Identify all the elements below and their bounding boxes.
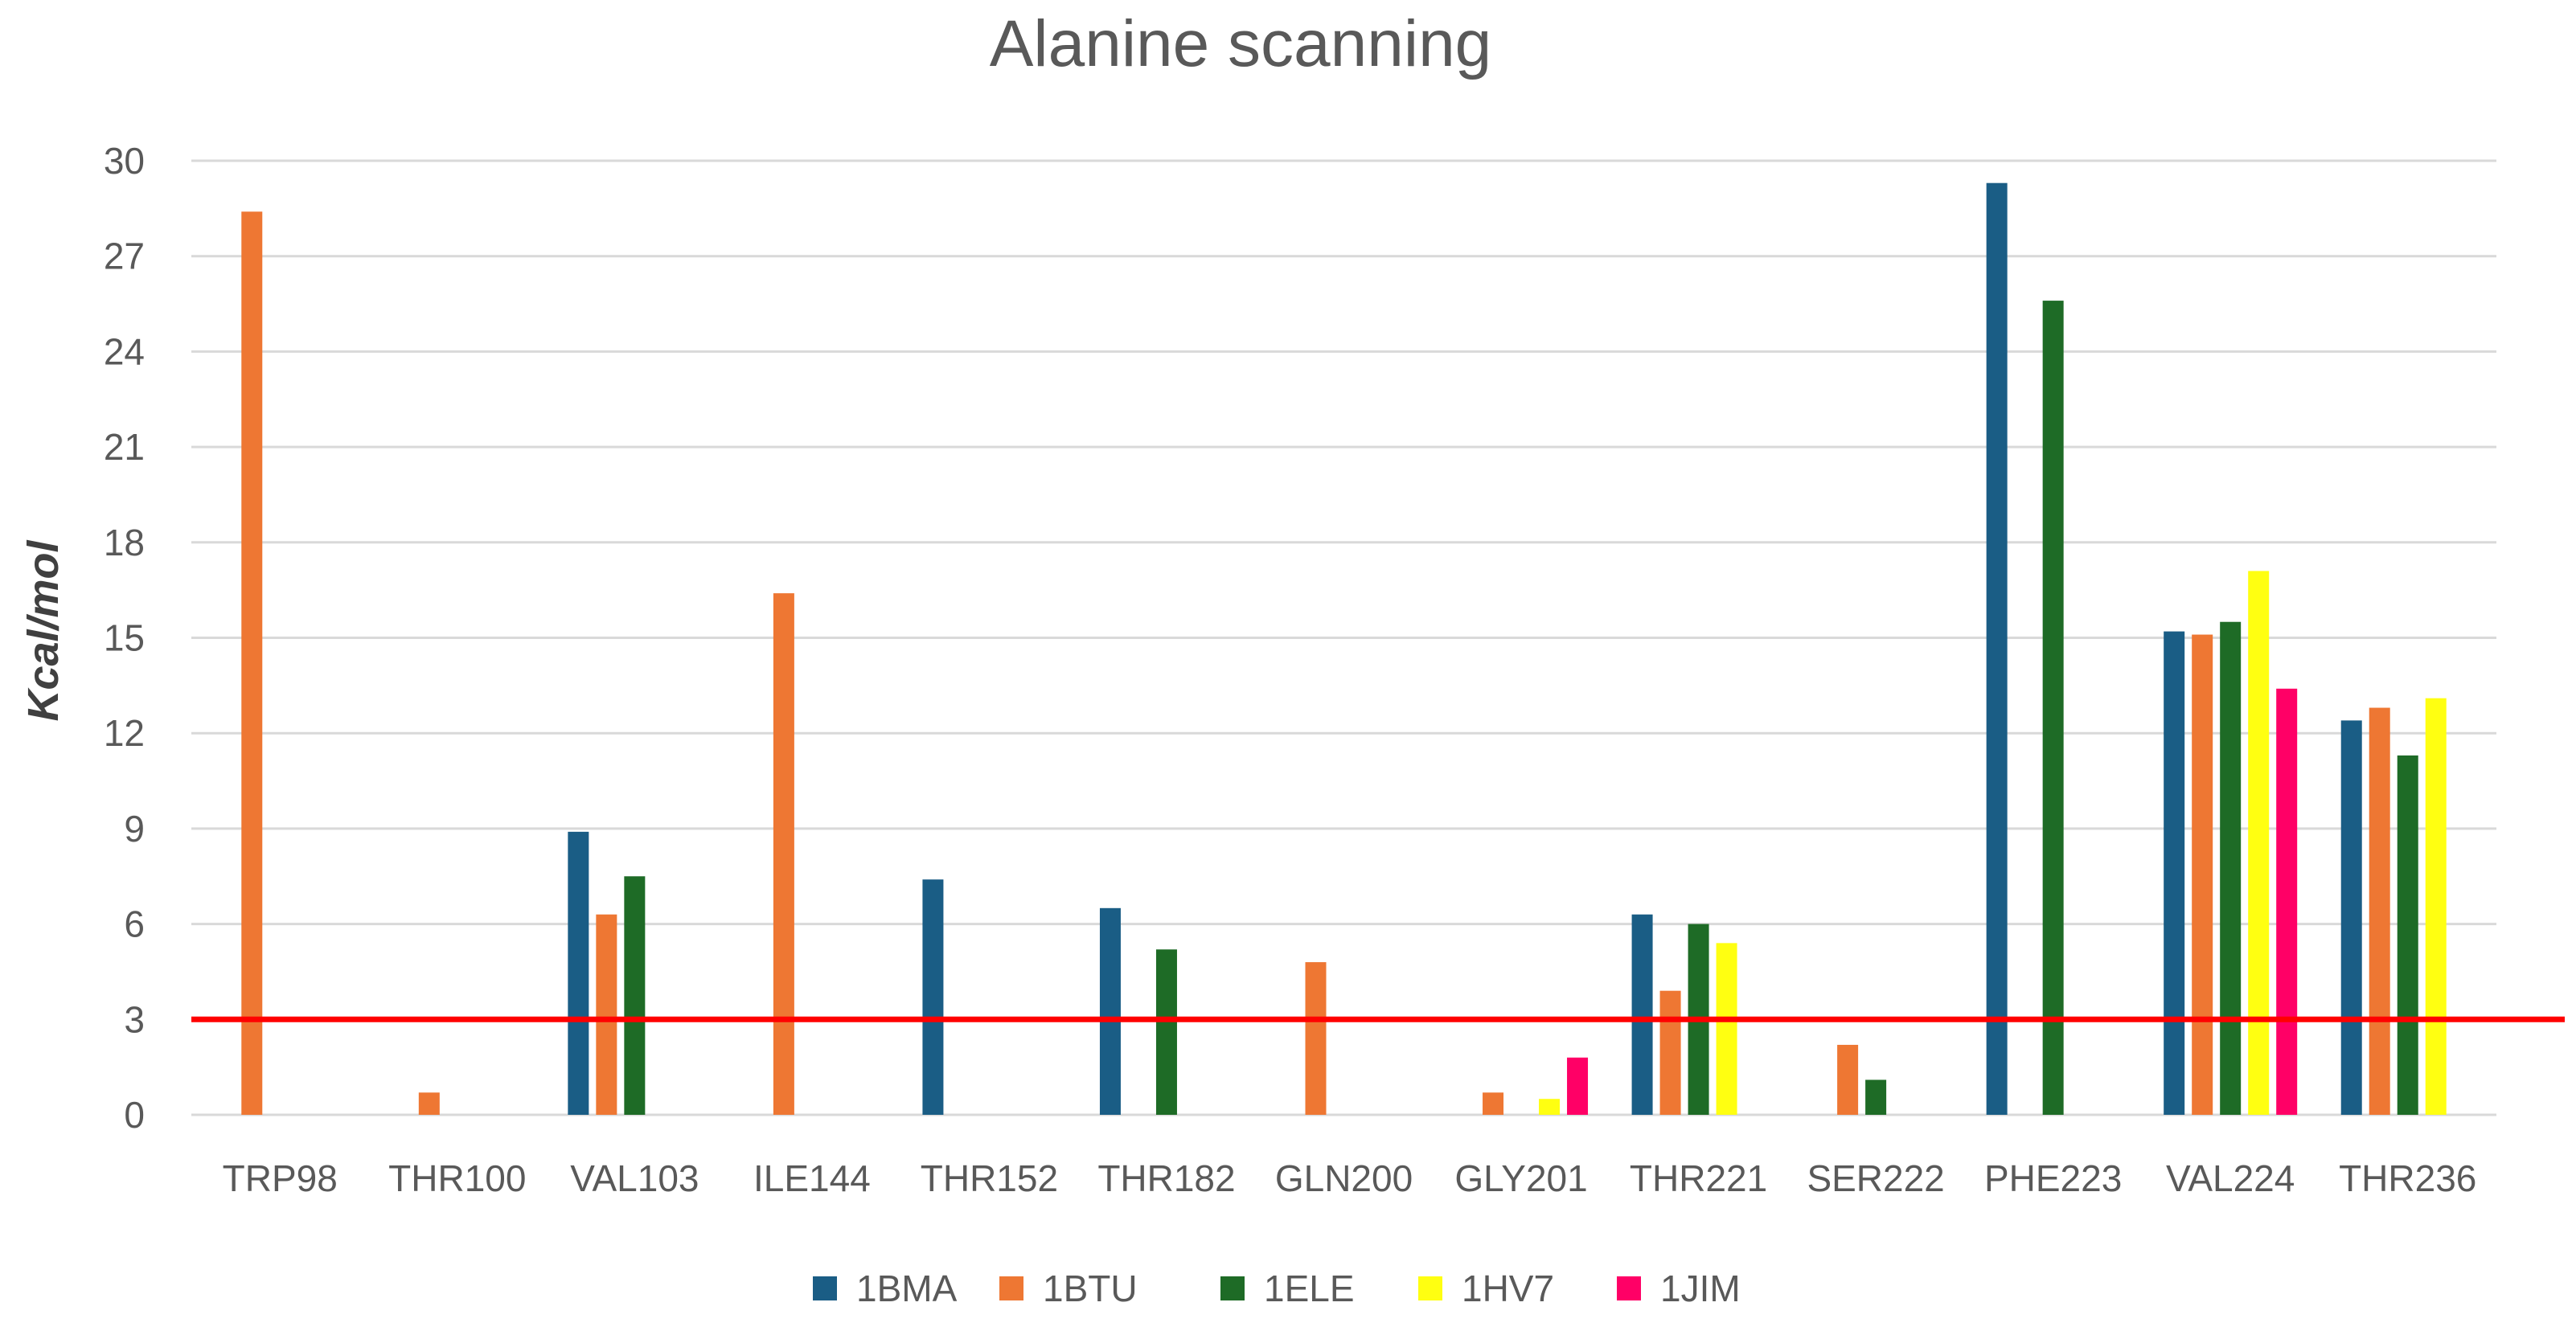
y-tick-label: 0 <box>124 1094 145 1136</box>
bar-1bma-thr182 <box>1099 907 1121 1115</box>
x-tick-label: PHE223 <box>1984 1157 2122 1199</box>
bar-1btu-thr236 <box>2369 707 2390 1115</box>
y-tick-label: 3 <box>124 998 145 1040</box>
x-tick-label: THR182 <box>1097 1157 1235 1199</box>
bar-1bma-thr152 <box>922 879 944 1115</box>
y-tick-label: 18 <box>104 522 145 563</box>
legend-label: 1ELE <box>1264 1268 1355 1309</box>
bar-1ele-ser222 <box>1865 1079 1887 1115</box>
y-tick-label: 24 <box>104 330 145 372</box>
bar-1bma-thr236 <box>2340 720 2362 1115</box>
bar-1ele-thr236 <box>2397 755 2418 1115</box>
x-tick-label: THR100 <box>388 1157 526 1199</box>
y-tick-label: 12 <box>104 712 145 754</box>
legend-swatch-1btu <box>999 1276 1023 1300</box>
x-tick-label: SER222 <box>1807 1157 1944 1199</box>
legend-label: 1BTU <box>1043 1268 1138 1309</box>
legend-swatch-1jim <box>1617 1276 1641 1300</box>
y-tick-labels: 0 3 6 9 12 15 18 21 24 27 30 <box>104 140 145 1136</box>
bar-1btu-trp98 <box>241 211 263 1116</box>
x-tick-label: THR221 <box>1630 1157 1767 1199</box>
bar-1btu-val224 <box>2192 634 2213 1115</box>
legend-swatch-1ele <box>1220 1276 1245 1300</box>
legend-label: 1HV7 <box>1462 1268 1554 1309</box>
bar-1jim-val224 <box>2276 688 2298 1115</box>
chart-title: Alanine scanning <box>990 7 1492 80</box>
bar-1btu-ser222 <box>1837 1044 1859 1115</box>
y-tick-label: 9 <box>124 808 145 850</box>
y-tick-label: 21 <box>104 426 145 468</box>
x-tick-label: THR152 <box>921 1157 1058 1199</box>
bar-1bma-thr221 <box>1631 914 1653 1115</box>
bars <box>241 182 2447 1116</box>
bar-1btu-ile144 <box>773 593 794 1115</box>
bar-1btu-gln200 <box>1305 962 1327 1115</box>
legend-swatch-1bma <box>813 1276 837 1300</box>
x-tick-label: GLY201 <box>1454 1157 1587 1199</box>
legend-label: 1JIM <box>1660 1268 1741 1309</box>
bar-1bma-val224 <box>2164 631 2185 1115</box>
bar-1bma-phe223 <box>1986 182 2008 1116</box>
bar-1ele-val224 <box>2220 621 2242 1115</box>
gridlines <box>191 159 2496 1116</box>
bar-1btu-val103 <box>596 914 617 1115</box>
y-tick-label: 30 <box>104 140 145 182</box>
bar-1jim-gly201 <box>1567 1057 1589 1115</box>
legend-label: 1BMA <box>856 1268 958 1309</box>
x-tick-label: VAL224 <box>2166 1157 2295 1199</box>
x-tick-label: THR236 <box>2339 1157 2476 1199</box>
x-tick-labels: TRP98 THR100 VAL103 ILE144 THR152 THR182 GLN20… <box>223 1157 2477 1199</box>
bar-1btu-thr100 <box>418 1092 440 1115</box>
x-tick-label: TRP98 <box>223 1157 338 1199</box>
legend: 1BMA 1BTU 1ELE 1HV7 1JIM <box>813 1268 1741 1309</box>
bar-1hv7-gly201 <box>1539 1099 1561 1115</box>
bar-1hv7-thr221 <box>1716 943 1737 1115</box>
y-tick-label: 6 <box>124 903 145 945</box>
y-axis-label: Kcal/mol <box>19 539 68 721</box>
x-tick-label: VAL103 <box>570 1157 699 1199</box>
x-tick-label: ILE144 <box>753 1157 871 1199</box>
bar-1hv7-val224 <box>2248 571 2270 1115</box>
bar-1btu-thr221 <box>1659 990 1681 1115</box>
bar-1ele-phe223 <box>2042 301 2064 1115</box>
bar-1bma-val103 <box>568 831 589 1115</box>
bar-1ele-val103 <box>624 876 646 1115</box>
bar-1btu-gly201 <box>1483 1092 1504 1115</box>
legend-swatch-1hv7 <box>1418 1276 1442 1300</box>
x-tick-label: GLN200 <box>1275 1157 1413 1199</box>
y-tick-label: 27 <box>104 236 145 277</box>
bar-1hv7-thr236 <box>2425 698 2447 1115</box>
y-tick-label: 15 <box>104 617 145 659</box>
bar-1ele-thr182 <box>1155 949 1177 1115</box>
